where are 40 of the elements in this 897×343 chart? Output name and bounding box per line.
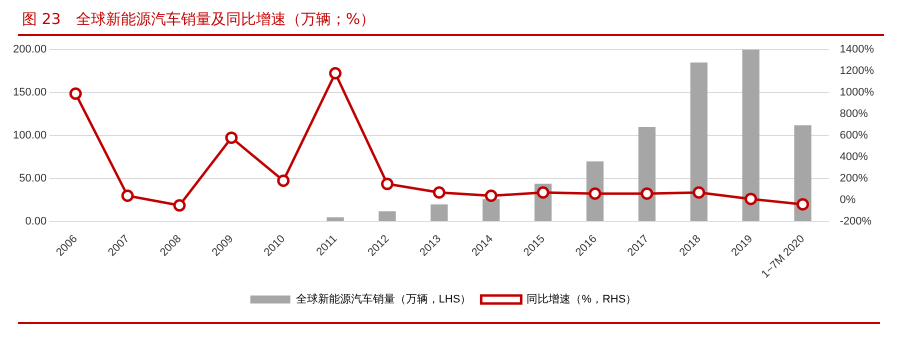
bar bbox=[638, 126, 656, 222]
bar bbox=[430, 204, 448, 222]
y2-tick-label: -200% bbox=[840, 216, 872, 228]
y2-tick-label: 200% bbox=[840, 172, 868, 185]
y2-tick-label: 400% bbox=[840, 151, 868, 164]
point bbox=[225, 131, 238, 144]
point bbox=[381, 178, 394, 190]
bar bbox=[742, 50, 760, 222]
bar bbox=[690, 62, 708, 222]
y2-tick-label: 800% bbox=[840, 108, 868, 120]
chart-title: 图 23 全球新能源汽车销量及同比增速（万辆；%） bbox=[18, 8, 884, 36]
y2-tick-label: 1000% bbox=[840, 86, 874, 99]
point bbox=[277, 174, 290, 187]
point bbox=[640, 187, 654, 200]
point bbox=[173, 199, 186, 212]
bar bbox=[482, 199, 500, 222]
y2-tick-label: 1400% bbox=[840, 44, 874, 56]
legend-label: 全球新能源汽车销量（万辆，LHS） bbox=[296, 292, 472, 306]
y-tick-label: 0.00 bbox=[25, 216, 47, 228]
point bbox=[484, 189, 498, 202]
point bbox=[744, 192, 758, 206]
point bbox=[588, 187, 602, 200]
bar bbox=[378, 211, 396, 222]
point bbox=[536, 186, 550, 199]
point bbox=[329, 66, 342, 80]
y-tick-label: 200.00 bbox=[12, 44, 47, 56]
y-tick-label: 50.00 bbox=[19, 172, 47, 185]
point bbox=[796, 198, 810, 211]
point bbox=[121, 189, 134, 202]
point bbox=[69, 87, 82, 100]
y2-tick-label: 0% bbox=[840, 194, 856, 206]
y-tick-label: 100.00 bbox=[12, 130, 47, 142]
bar bbox=[794, 125, 812, 222]
y2-tick-label: 600% bbox=[840, 130, 868, 142]
legend-label: 同比增速（%，RHS） bbox=[526, 292, 637, 306]
y2-tick-label: 1200% bbox=[840, 65, 874, 78]
point bbox=[432, 186, 446, 199]
point bbox=[692, 186, 706, 199]
bar bbox=[326, 217, 344, 222]
y-tick-label: 150.00 bbox=[12, 86, 47, 99]
